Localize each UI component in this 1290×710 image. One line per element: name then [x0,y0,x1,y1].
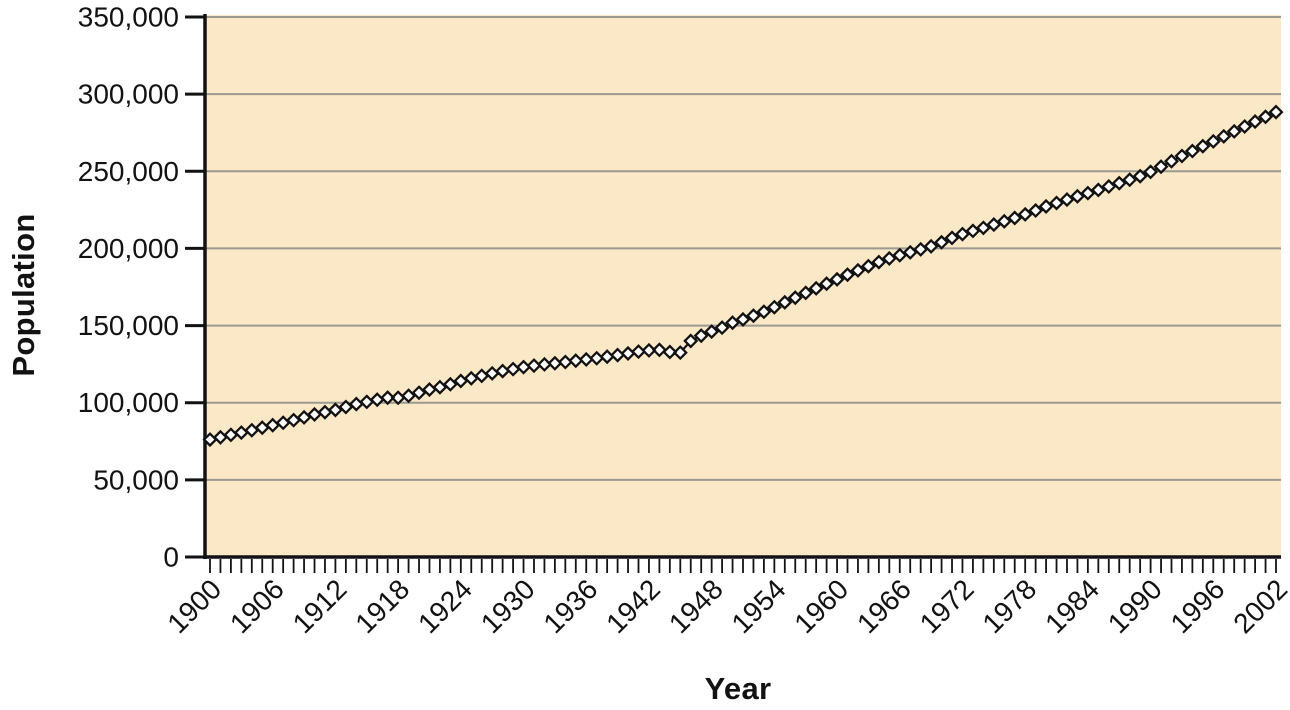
x-tick-label: 1960 [788,573,854,639]
y-tick-label: 100,000 [78,387,179,418]
population-series-markers [202,104,1284,448]
x-tick-label: 1972 [914,573,980,639]
x-tick-labels: 1900190619121918192419301936194219481954… [161,573,1290,639]
x-tick-label: 1954 [726,573,792,639]
x-tick-label: 1948 [663,573,729,639]
y-tick-labels: 0 50,000 100,000 150,000 200,000 250,000 300,0… [78,2,179,573]
x-tick-label: 1918 [349,573,415,639]
x-tick-label: 1924 [412,573,478,639]
y-tick-label: 150,000 [78,310,179,341]
x-tick-label: 1930 [475,573,541,639]
x-tick-label: 1996 [1165,573,1231,639]
x-tick-label: 1942 [600,573,666,639]
y-tick-label: 0 [163,542,179,573]
y-tick-label: 50,000 [93,464,179,495]
x-tick-label: 1912 [287,573,353,639]
x-tick-label: 1990 [1102,573,1168,639]
plot-area-background [205,15,1281,557]
x-tick-label: 1966 [851,573,917,639]
x-tick-label: 1978 [976,573,1042,639]
y-tick-label: 350,000 [78,2,179,33]
y-tick-label: 250,000 [78,156,179,187]
x-tick-label: 1936 [538,573,604,639]
y-axis-ticks [185,15,205,559]
y-axis-title: Population [6,213,41,377]
y-tick-label: 200,000 [78,233,179,264]
x-tick-label: 1906 [224,573,290,639]
x-tick-label: 2002 [1227,573,1290,639]
x-axis-ticks [209,559,1277,573]
x-tick-label: 1984 [1039,573,1105,639]
x-tick-label: 1900 [161,573,227,639]
x-axis-title: Year [704,671,772,706]
y-tick-label: 300,000 [78,79,179,110]
